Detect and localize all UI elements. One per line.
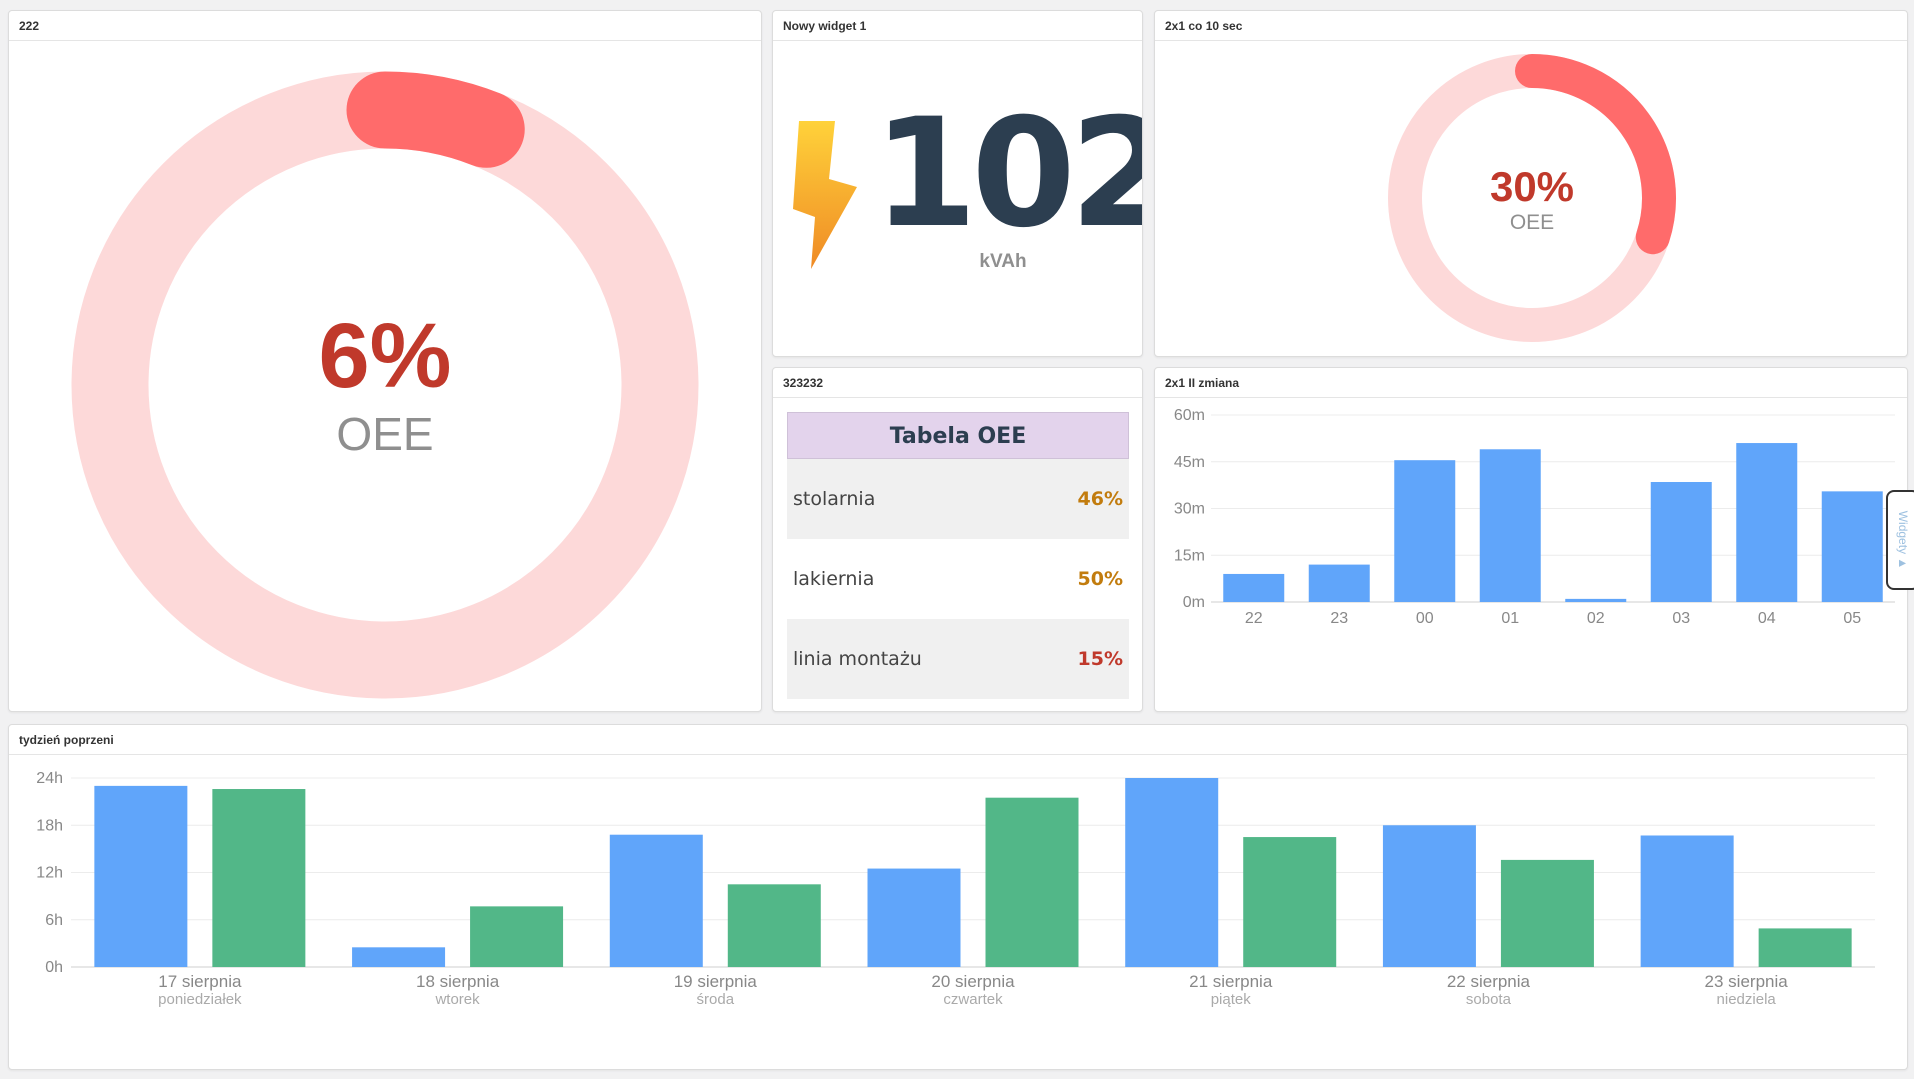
widget-body: 102 kVAh (773, 41, 1142, 356)
bar[interactable] (1565, 598, 1627, 602)
row-value: 50% (1077, 568, 1123, 590)
widget-title: 2x1 II zmiana (1155, 368, 1907, 398)
y-tick-label: 0m (1183, 594, 1205, 611)
oee-donut: 6% OEE (71, 71, 699, 699)
bar-series-1[interactable] (609, 834, 703, 967)
x-tick-label: 18 sierpnia (416, 972, 500, 991)
x-tick-label: 05 (1843, 610, 1861, 627)
x-tick-label: 01 (1501, 610, 1519, 627)
bar-series-2[interactable] (470, 906, 564, 967)
bar-series-1[interactable] (352, 947, 446, 967)
bar-series-2[interactable] (985, 797, 1079, 967)
x-tick-label: 21 sierpnia (1189, 972, 1273, 991)
bar[interactable] (1821, 491, 1883, 602)
x-tick-sublabel: poniedziałek (158, 991, 242, 1008)
y-tick-label: 18h (36, 817, 63, 834)
widget-body: 30% OEE (1155, 41, 1907, 356)
oee-percent: 30% (1490, 163, 1574, 210)
widget-shift-chart: 2x1 II zmiana 0m 15m 30m 45m 60m 22 23 00 01 02 03… (1154, 367, 1908, 712)
oee-label: OEE (336, 408, 433, 460)
x-tick-label: 17 sierpnia (158, 972, 242, 991)
table-row: linia montażu 15% (787, 619, 1129, 699)
bar-series-2[interactable] (212, 789, 306, 967)
side-tab-label: Widgety ▲ (1896, 510, 1910, 570)
y-tick-label: 6h (45, 912, 63, 929)
y-tick-label: 15m (1174, 547, 1205, 564)
table-row: stolarnia 46% (787, 459, 1129, 539)
bar-series-2[interactable] (1758, 928, 1852, 967)
bar-series-2[interactable] (727, 884, 821, 967)
shift-bar-chart: 0m 15m 30m 45m 60m 22 23 00 01 02 03 04 05 (1174, 407, 1895, 627)
bar-series-1[interactable] (1125, 778, 1219, 967)
bar[interactable] (1736, 443, 1798, 602)
widget-body: Tabela OEE stolarnia 46% lakiernia 50% l… (773, 398, 1142, 711)
bar[interactable] (1650, 482, 1712, 602)
donut-arc (1515, 54, 1676, 255)
y-tick-label: 30m (1174, 501, 1205, 518)
x-tick-label: 02 (1587, 610, 1605, 627)
x-tick-sublabel: środa (697, 991, 735, 1008)
table-heading: Tabela OEE (787, 412, 1129, 459)
row-value: 46% (1077, 488, 1123, 510)
bar[interactable] (1308, 564, 1370, 602)
bar[interactable] (1479, 449, 1541, 602)
y-tick-label: 0h (45, 959, 63, 976)
row-name: lakiernia (793, 568, 875, 590)
bar-series-1[interactable] (94, 785, 188, 967)
x-tick-sublabel: piątek (1211, 991, 1252, 1008)
bar[interactable] (1394, 460, 1456, 602)
oee-donut-small: 30% OEE (1388, 54, 1676, 342)
x-tick-label: 03 (1672, 610, 1690, 627)
x-tick-sublabel: czwartek (943, 991, 1003, 1008)
widget-title: 2x1 co 10 sec (1155, 11, 1907, 41)
widget-title: 323232 (773, 368, 1142, 398)
energy-value: 102 (873, 87, 1143, 261)
x-tick-label: 04 (1758, 610, 1776, 627)
x-tick-sublabel: niedziela (1717, 991, 1777, 1008)
widget-body: 0h 6h 12h 18h 24h 17 sierpnia poniedziałek 18 s… (9, 755, 1907, 1069)
x-tick-label: 00 (1416, 610, 1434, 627)
x-tick-sublabel: wtorek (434, 991, 480, 1008)
oee-percent: 6% (319, 305, 452, 407)
table-row: lakiernia 50% (787, 539, 1129, 619)
x-tick-label: 20 sierpnia (931, 972, 1015, 991)
widgets-side-tab[interactable]: Widgety ▲ (1886, 490, 1914, 590)
row-name: stolarnia (793, 488, 876, 510)
widget-222: 222 6% OEE (8, 10, 762, 712)
widget-body: 0m 15m 30m 45m 60m 22 23 00 01 02 03 04 05 (1155, 398, 1907, 711)
x-tick-label: 23 (1330, 610, 1348, 627)
bar-series-1[interactable] (867, 868, 961, 967)
widget-2x1-10sec: 2x1 co 10 sec 30% OEE (1154, 10, 1908, 357)
y-tick-label: 60m (1174, 407, 1205, 424)
y-tick-label: 12h (36, 865, 63, 882)
bar-series-2[interactable] (1500, 859, 1594, 967)
x-tick-label: 23 sierpnia (1705, 972, 1789, 991)
row-value: 15% (1077, 648, 1123, 670)
widget-title: tydzień poprzeni (9, 725, 1907, 755)
energy-unit: kVAh (979, 251, 1027, 272)
donut-arc (346, 71, 525, 168)
bar-series-1[interactable] (1382, 825, 1476, 967)
bar[interactable] (1223, 573, 1285, 602)
x-tick-label: 22 sierpnia (1447, 972, 1531, 991)
widget-body: 6% OEE (9, 41, 761, 711)
lightning-bolt-icon (793, 121, 857, 269)
y-tick-label: 45m (1174, 454, 1205, 471)
x-tick-label: 19 sierpnia (674, 972, 758, 991)
y-tick-label: 24h (36, 770, 63, 787)
bar-series-2[interactable] (1243, 837, 1337, 967)
widget-title: Nowy widget 1 (773, 11, 1142, 41)
bar-series-1[interactable] (1640, 835, 1734, 967)
widget-title: 222 (9, 11, 761, 41)
widget-week-chart: tydzień poprzeni 0h 6h 12h 18h 24h 17 sierpni… (8, 724, 1908, 1070)
widget-energy: Nowy widget 1 102 kVAh (772, 10, 1143, 357)
oee-table: Tabela OEE stolarnia 46% lakiernia 50% l… (787, 412, 1129, 699)
row-name: linia montażu (793, 648, 922, 670)
oee-label: OEE (1510, 211, 1554, 234)
widget-oee-table: 323232 Tabela OEE stolarnia 46% lakierni… (772, 367, 1143, 712)
x-tick-sublabel: sobota (1466, 991, 1512, 1008)
x-tick-label: 22 (1245, 610, 1263, 627)
